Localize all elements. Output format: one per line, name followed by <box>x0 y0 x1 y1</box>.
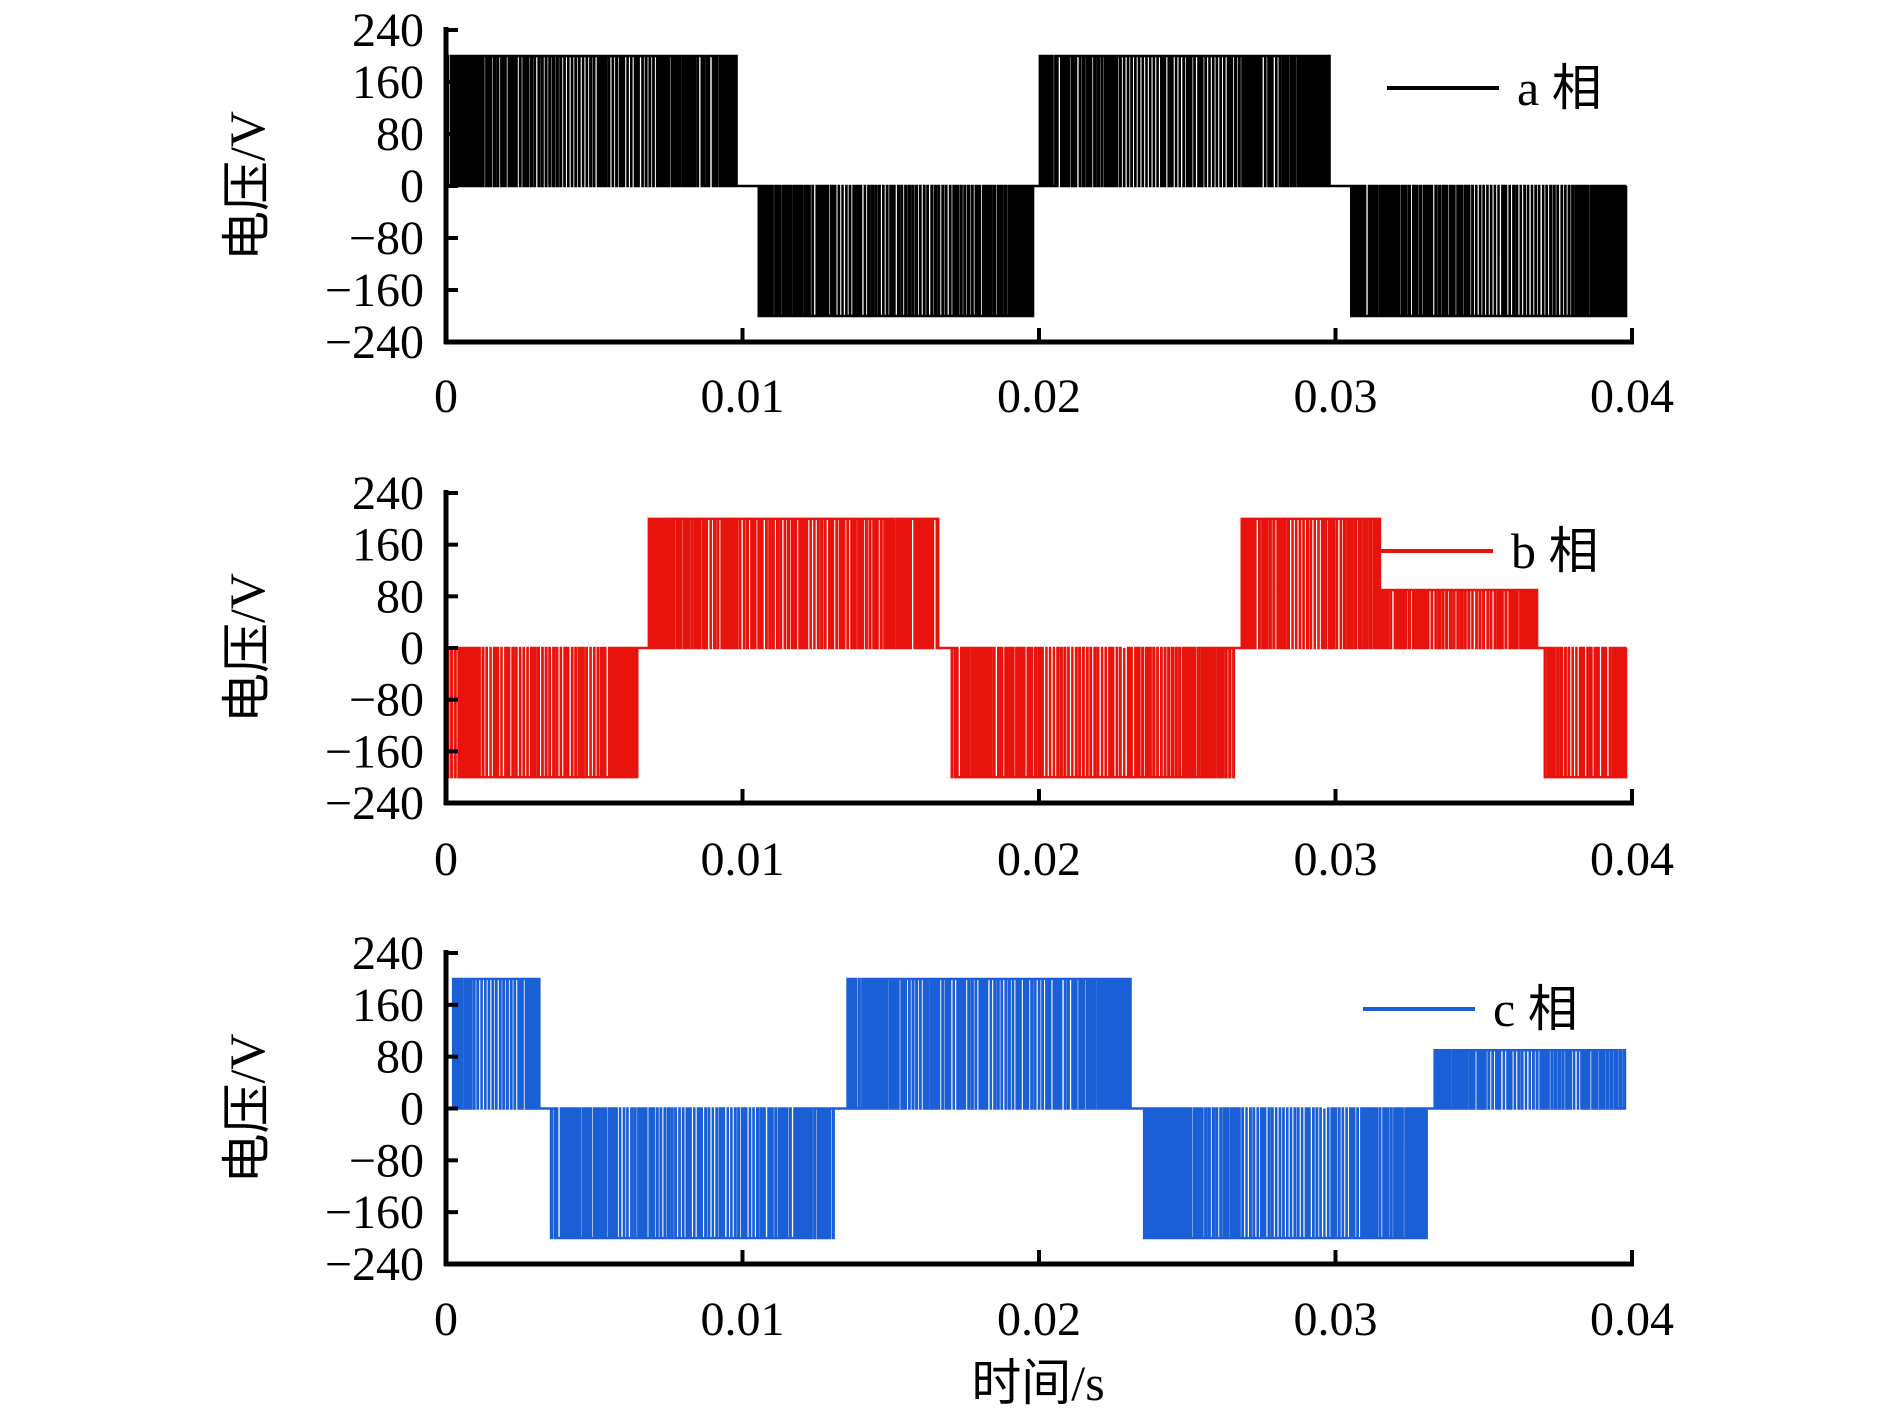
y-tick-label: −80 <box>349 1134 424 1187</box>
x-tick-label: 0.01 <box>701 1293 785 1346</box>
x-tick-label: 0.04 <box>1590 833 1674 886</box>
x-tick-label: 0.03 <box>1294 370 1378 423</box>
legend-label: b 相 <box>1511 523 1599 579</box>
y-tick-label: 160 <box>352 519 424 572</box>
y-tick-label: −160 <box>325 1186 424 1239</box>
y-axis-label: 电压/V <box>219 1034 275 1184</box>
x-tick-label: 0 <box>434 1293 458 1346</box>
y-tick-label: −160 <box>325 264 424 317</box>
series-line-1 <box>446 54 1628 318</box>
legend: a 相 <box>1387 60 1602 116</box>
x-tick-label: 0.01 <box>701 370 785 423</box>
y-tick-label: 160 <box>352 979 424 1032</box>
y-tick-label: −240 <box>325 316 424 369</box>
y-tick-label: −240 <box>325 777 424 830</box>
legend: b 相 <box>1381 523 1599 579</box>
y-axis-label: 电压/V <box>219 111 275 261</box>
x-tick-label: 0.02 <box>997 370 1081 423</box>
x-tick-label: 0.04 <box>1590 370 1674 423</box>
y-tick-label: 80 <box>376 108 424 161</box>
y-tick-label: −80 <box>349 674 424 727</box>
y-tick-label: 240 <box>352 927 424 980</box>
y-tick-label: 240 <box>352 467 424 520</box>
y-tick-label: 0 <box>400 160 424 213</box>
x-tick-label: 0 <box>434 370 458 423</box>
x-tick-label: 0 <box>434 833 458 886</box>
legend: c 相 <box>1363 981 1578 1037</box>
series-line-2 <box>446 517 1628 779</box>
y-tick-label: 0 <box>400 1083 424 1136</box>
y-tick-label: 80 <box>376 1031 424 1084</box>
y-tick-label: 160 <box>352 56 424 109</box>
series-line-3 <box>446 977 1627 1240</box>
x-tick-label: 0.02 <box>997 1293 1081 1346</box>
y-axis-label: 电压/V <box>219 573 275 723</box>
x-tick-label: 0.04 <box>1590 1293 1674 1346</box>
legend-label: c 相 <box>1493 981 1578 1037</box>
y-tick-label: 240 <box>352 4 424 57</box>
x-tick-label: 0.03 <box>1294 833 1378 886</box>
y-tick-label: −160 <box>325 725 424 778</box>
y-tick-label: −80 <box>349 212 424 265</box>
x-tick-label: 0.02 <box>997 833 1081 886</box>
x-axis-label: 时间/s <box>971 1355 1104 1411</box>
x-tick-label: 0.03 <box>1294 1293 1378 1346</box>
y-tick-label: 0 <box>400 622 424 675</box>
y-tick-label: −240 <box>325 1238 424 1291</box>
x-tick-label: 0.01 <box>701 833 785 886</box>
y-tick-label: 80 <box>376 570 424 623</box>
legend-label: a 相 <box>1517 60 1602 116</box>
